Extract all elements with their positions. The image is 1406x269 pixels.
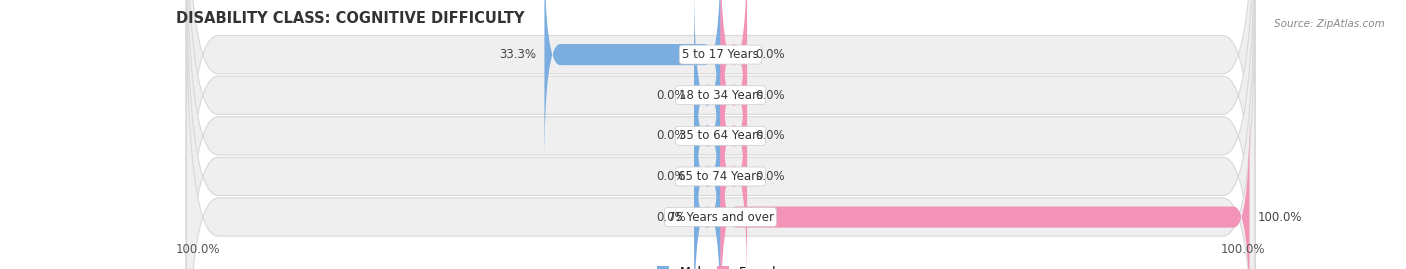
FancyBboxPatch shape	[720, 65, 747, 269]
FancyBboxPatch shape	[695, 24, 720, 247]
Text: 5 to 17 Years: 5 to 17 Years	[682, 48, 759, 61]
Text: Source: ZipAtlas.com: Source: ZipAtlas.com	[1274, 19, 1385, 29]
Text: 0.0%: 0.0%	[657, 211, 686, 224]
Text: 0.0%: 0.0%	[657, 170, 686, 183]
FancyBboxPatch shape	[695, 0, 720, 207]
Text: 65 to 74 Years: 65 to 74 Years	[679, 170, 762, 183]
FancyBboxPatch shape	[187, 0, 1254, 269]
FancyBboxPatch shape	[720, 0, 747, 166]
FancyBboxPatch shape	[720, 24, 747, 247]
Legend: Male, Female: Male, Female	[657, 266, 785, 269]
FancyBboxPatch shape	[187, 0, 1254, 269]
FancyBboxPatch shape	[720, 106, 1250, 269]
FancyBboxPatch shape	[544, 0, 720, 166]
Text: 0.0%: 0.0%	[657, 129, 686, 142]
Text: 35 to 64 Years: 35 to 64 Years	[679, 129, 762, 142]
Text: 0.0%: 0.0%	[755, 170, 785, 183]
Text: DISABILITY CLASS: COGNITIVE DIFFICULTY: DISABILITY CLASS: COGNITIVE DIFFICULTY	[176, 10, 524, 26]
FancyBboxPatch shape	[187, 0, 1254, 269]
FancyBboxPatch shape	[695, 65, 720, 269]
Text: 100.0%: 100.0%	[176, 243, 221, 256]
Text: 0.0%: 0.0%	[755, 89, 785, 102]
FancyBboxPatch shape	[187, 0, 1254, 269]
Text: 33.3%: 33.3%	[499, 48, 537, 61]
FancyBboxPatch shape	[720, 0, 747, 207]
Text: 0.0%: 0.0%	[657, 89, 686, 102]
FancyBboxPatch shape	[695, 106, 720, 269]
Text: 75 Years and over: 75 Years and over	[668, 211, 773, 224]
Text: 0.0%: 0.0%	[755, 48, 785, 61]
Text: 18 to 34 Years: 18 to 34 Years	[679, 89, 762, 102]
Text: 100.0%: 100.0%	[1220, 243, 1265, 256]
Text: 100.0%: 100.0%	[1257, 211, 1302, 224]
Text: 0.0%: 0.0%	[755, 129, 785, 142]
FancyBboxPatch shape	[187, 0, 1254, 269]
